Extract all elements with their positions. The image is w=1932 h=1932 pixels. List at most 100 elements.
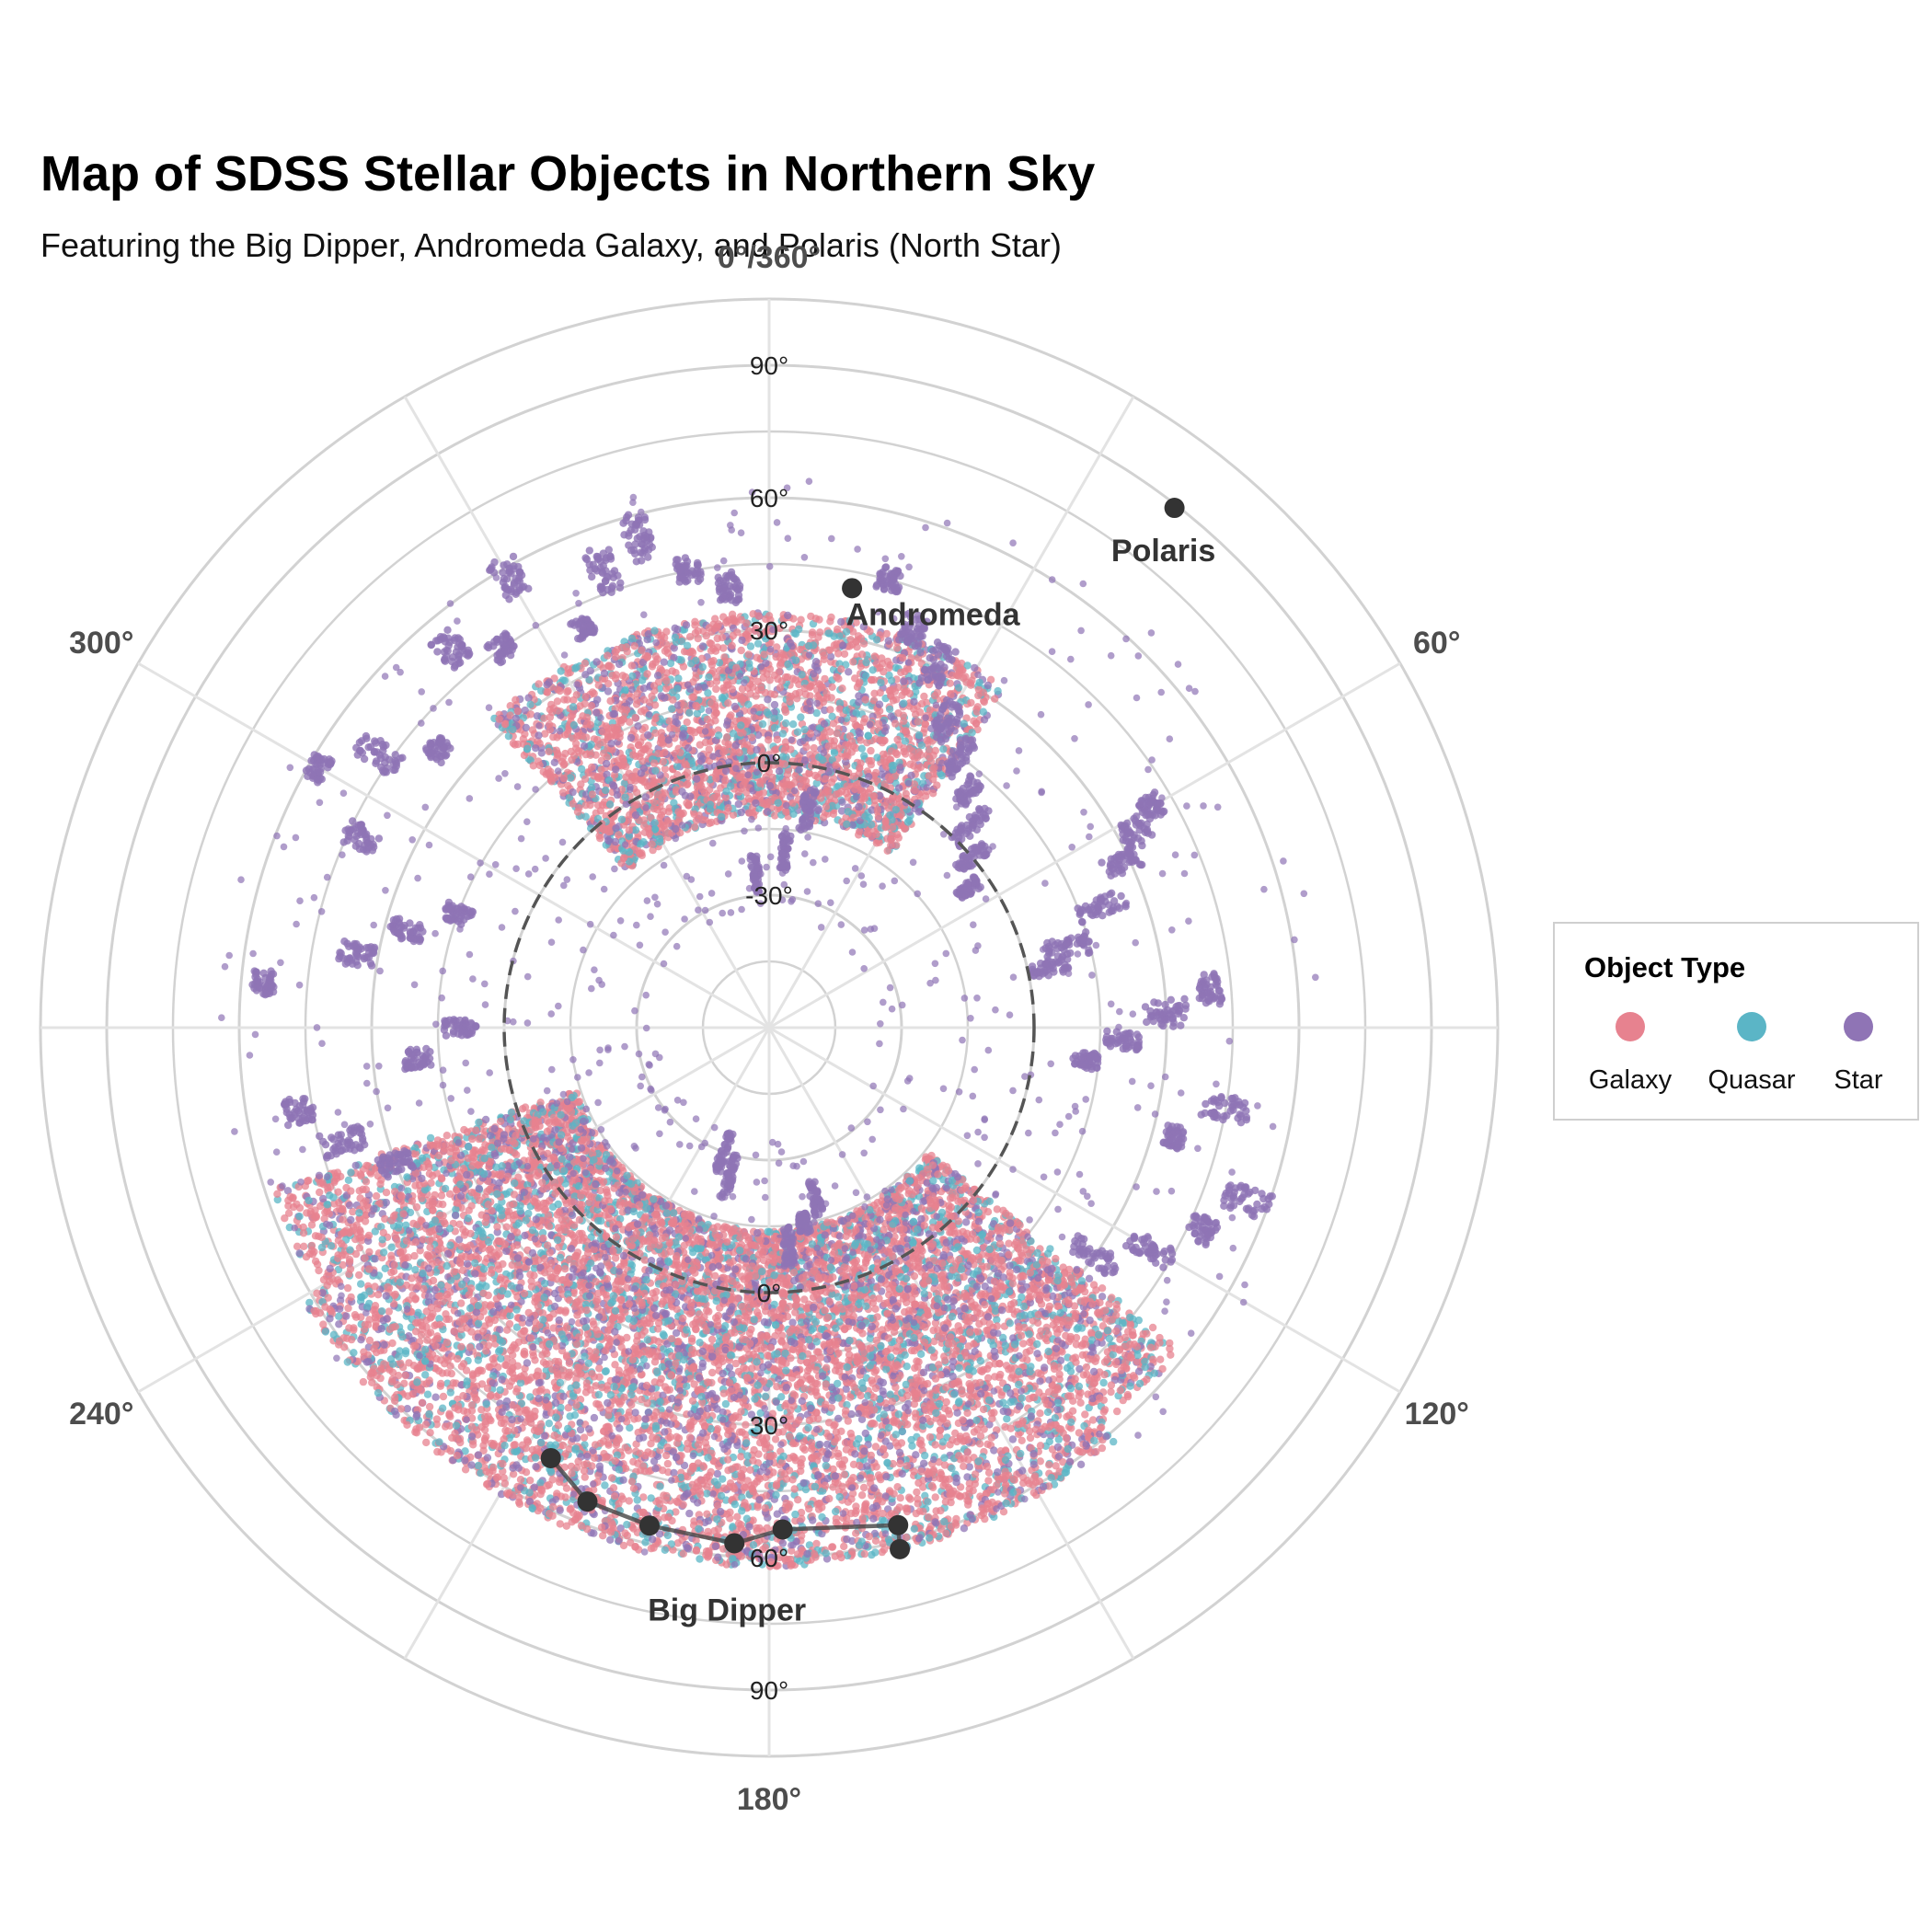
point-galaxy <box>365 1248 374 1257</box>
point-galaxy <box>355 1244 364 1252</box>
point-quasar <box>804 1423 812 1432</box>
point-galaxy <box>1088 1416 1098 1424</box>
chart-title: Map of SDSS Stellar Objects in Northern … <box>40 146 1096 201</box>
point-galaxy <box>436 1320 444 1329</box>
point-galaxy <box>1042 1323 1051 1332</box>
point-galaxy <box>708 1368 717 1377</box>
point-galaxy <box>740 1363 748 1372</box>
point-galaxy <box>648 1450 656 1458</box>
point-galaxy <box>355 1271 363 1280</box>
point-quasar <box>438 1404 447 1412</box>
point-quasar <box>805 1336 813 1344</box>
point-galaxy <box>371 1302 380 1310</box>
point-star <box>861 1429 869 1438</box>
grid-spoke <box>768 661 1401 1029</box>
point-quasar <box>387 1243 396 1251</box>
point-galaxy <box>913 1488 921 1497</box>
point-galaxy <box>707 1335 717 1344</box>
point-galaxy <box>460 1125 468 1134</box>
point-galaxy <box>1044 1275 1053 1283</box>
point-galaxy <box>654 1338 662 1346</box>
point-galaxy <box>794 1496 802 1504</box>
point-galaxy <box>742 1420 750 1429</box>
point-star <box>764 1513 772 1522</box>
point-galaxy <box>502 1223 511 1231</box>
chart-subtitle: Featuring the Big Dipper, Andromeda Gala… <box>40 226 1062 264</box>
point-galaxy <box>611 1361 619 1369</box>
point-galaxy <box>971 1470 980 1478</box>
point-quasar <box>594 1390 604 1399</box>
point-galaxy <box>659 1466 667 1475</box>
point-galaxy <box>1139 1329 1147 1339</box>
point-quasar <box>660 1331 668 1340</box>
point-galaxy <box>443 1132 451 1140</box>
point-quasar <box>921 1451 929 1460</box>
point-quasar <box>344 1176 353 1185</box>
point-galaxy <box>857 1491 867 1500</box>
point-quasar <box>1003 1415 1011 1423</box>
point-quasar <box>512 1447 521 1456</box>
point-galaxy <box>940 1356 949 1365</box>
point-galaxy <box>761 1504 769 1512</box>
point-galaxy <box>1128 1331 1137 1340</box>
point-quasar <box>378 1307 386 1316</box>
point-galaxy <box>893 1506 902 1514</box>
point-star <box>856 1474 865 1482</box>
point-galaxy <box>372 1317 380 1326</box>
point-star <box>463 1259 472 1268</box>
point-star <box>347 1215 355 1225</box>
point-galaxy <box>629 1457 638 1466</box>
point-galaxy <box>1006 1424 1015 1432</box>
point-quasar <box>566 1412 574 1420</box>
point-galaxy <box>1076 1398 1085 1408</box>
point-galaxy <box>1059 1263 1067 1271</box>
point-quasar <box>791 1510 799 1519</box>
point-quasar <box>1077 1324 1087 1332</box>
point-quasar <box>818 1512 826 1522</box>
point-quasar <box>554 1200 562 1209</box>
point-quasar <box>1099 1378 1108 1387</box>
point-galaxy <box>620 1393 628 1402</box>
point-galaxy <box>687 1337 696 1346</box>
point-star <box>1085 1274 1094 1283</box>
point-galaxy <box>662 1451 671 1460</box>
point-quasar <box>327 1242 336 1250</box>
point-galaxy <box>964 1501 972 1509</box>
point-galaxy <box>865 1474 874 1482</box>
point-galaxy <box>447 1369 455 1378</box>
point-galaxy <box>976 1432 985 1441</box>
point-quasar <box>703 1489 711 1498</box>
point-galaxy <box>400 1379 408 1388</box>
point-galaxy <box>1055 1325 1064 1334</box>
point-quasar <box>1033 1248 1041 1258</box>
point-galaxy <box>439 1392 448 1401</box>
point-galaxy <box>931 1493 939 1501</box>
point-galaxy <box>937 1506 945 1515</box>
point-quasar <box>822 1461 830 1470</box>
point-quasar <box>347 1168 355 1177</box>
point-star <box>590 1413 599 1422</box>
point-quasar <box>917 1350 926 1359</box>
grid-spoke <box>767 396 1135 1029</box>
point-star <box>295 1249 304 1258</box>
point-galaxy <box>960 1462 968 1471</box>
point-quasar <box>832 1507 840 1516</box>
point-galaxy <box>382 1189 391 1197</box>
point-galaxy <box>516 1476 525 1484</box>
point-galaxy <box>307 1221 316 1229</box>
point-galaxy <box>800 1445 809 1455</box>
point-galaxy <box>623 1283 631 1293</box>
point-galaxy <box>539 1358 548 1366</box>
point-quasar <box>357 1280 365 1288</box>
point-galaxy <box>850 1264 858 1272</box>
point-star <box>823 1440 832 1449</box>
point-star <box>685 1509 694 1518</box>
point-galaxy <box>983 1440 992 1449</box>
point-galaxy <box>747 1325 755 1334</box>
point-quasar <box>423 1390 432 1398</box>
point-galaxy <box>523 1436 532 1444</box>
point-galaxy <box>381 1214 389 1224</box>
point-quasar <box>1051 1414 1060 1422</box>
point-galaxy <box>418 1398 427 1408</box>
